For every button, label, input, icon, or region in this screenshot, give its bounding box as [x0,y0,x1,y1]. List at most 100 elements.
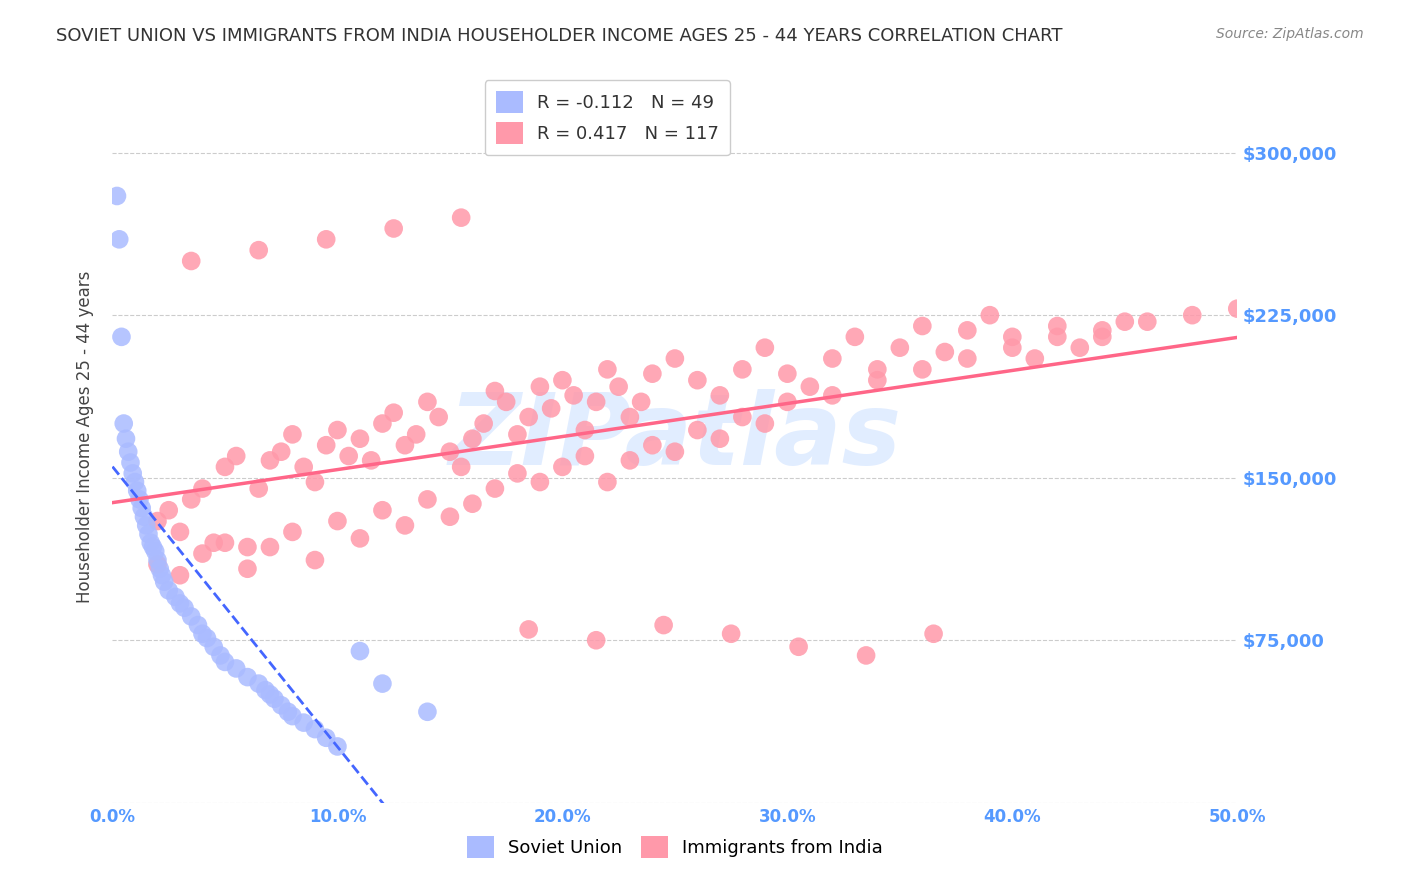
Point [619,410,641,425]
Point [754,341,776,355]
Point [1046,330,1069,344]
Text: Source: ZipAtlas.com: Source: ZipAtlas.com [1216,27,1364,41]
Point [277,705,299,719]
Point [132,509,155,524]
Point [405,427,427,442]
Point [270,444,292,458]
Point [630,395,652,409]
Point [180,254,202,268]
Point [911,318,934,333]
Point [146,558,169,572]
Point [731,362,754,376]
Point [117,444,139,458]
Point [551,373,574,387]
Point [506,467,529,481]
Point [247,676,270,690]
Point [169,524,191,539]
Point [416,492,439,507]
Point [641,367,664,381]
Point [135,518,157,533]
Point [236,540,259,554]
Point [574,423,596,437]
Point [731,410,754,425]
Point [821,388,844,402]
Point [484,482,506,496]
Point [110,330,132,344]
Point [292,459,315,474]
Point [349,532,371,546]
Point [754,417,776,431]
Point [247,482,270,496]
Point [281,709,304,723]
Point [641,438,664,452]
Point [326,514,349,528]
Point [157,503,180,517]
Point [686,373,709,387]
Point [529,380,551,394]
Point [461,432,484,446]
Point [304,553,326,567]
Point [112,417,135,431]
Point [506,427,529,442]
Point [517,623,540,637]
Point [956,323,979,337]
Point [1001,341,1024,355]
Point [263,691,285,706]
Point [517,410,540,425]
Point [382,406,405,420]
Point [146,553,169,567]
Point [574,449,596,463]
Point [191,482,214,496]
Point [652,618,675,632]
Point [709,432,731,446]
Point [664,444,686,458]
Point [540,401,562,416]
Point [138,527,160,541]
Point [844,330,866,344]
Legend: Soviet Union, Immigrants from India: Soviet Union, Immigrants from India [458,827,891,867]
Point [214,655,236,669]
Point [720,626,742,640]
Point [1181,308,1204,322]
Point [934,345,956,359]
Point [191,626,214,640]
Point [979,308,1001,322]
Point [1001,330,1024,344]
Point [195,631,218,645]
Point [889,341,911,355]
Point [105,189,128,203]
Point [1091,330,1114,344]
Point [153,574,176,589]
Point [191,547,214,561]
Point [394,438,416,452]
Point [866,362,889,376]
Point [236,670,259,684]
Point [585,395,607,409]
Point [529,475,551,489]
Point [416,705,439,719]
Point [180,609,202,624]
Point [108,232,131,246]
Point [209,648,232,663]
Point [371,503,394,517]
Point [259,453,281,467]
Point [461,497,484,511]
Point [124,475,146,489]
Point [120,456,142,470]
Point [686,423,709,437]
Text: ZIPatlas: ZIPatlas [449,389,901,485]
Point [304,475,326,489]
Point [371,417,394,431]
Point [337,449,360,463]
Point [315,731,337,745]
Point [146,514,169,528]
Point [247,243,270,257]
Point [821,351,844,366]
Point [157,583,180,598]
Point [596,475,619,489]
Point [450,459,472,474]
Point [187,618,209,632]
Point [551,459,574,474]
Point [607,380,630,394]
Point [115,432,138,446]
